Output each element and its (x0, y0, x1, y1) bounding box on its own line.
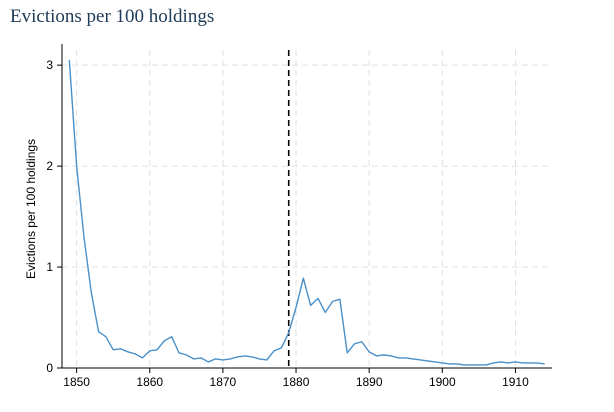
x-tick-label: 1890 (356, 375, 383, 389)
y-tick-label: 2 (46, 159, 53, 173)
y-axis-label: Evictions per 100 holdings (24, 139, 38, 279)
x-tick-label: 1870 (210, 375, 237, 389)
axes: 0 1 2 3 1850 1860 1870 1880 1890 1900 1910 (46, 44, 552, 389)
x-tick-label: 1850 (63, 375, 90, 389)
x-tick-label: 1880 (283, 375, 310, 389)
y-tick-label: 3 (46, 58, 53, 72)
y-tick-label: 0 (46, 361, 53, 375)
y-tick-label: 1 (46, 260, 53, 274)
series-line (68, 60, 545, 366)
x-tick-label: 1860 (136, 375, 163, 389)
x-tick-label: 1900 (429, 375, 456, 389)
grid-lines (62, 50, 552, 369)
x-tick-label: 1910 (502, 375, 529, 389)
series-layer (68, 60, 545, 366)
page-title: Evictions per 100 holdings (10, 6, 215, 27)
